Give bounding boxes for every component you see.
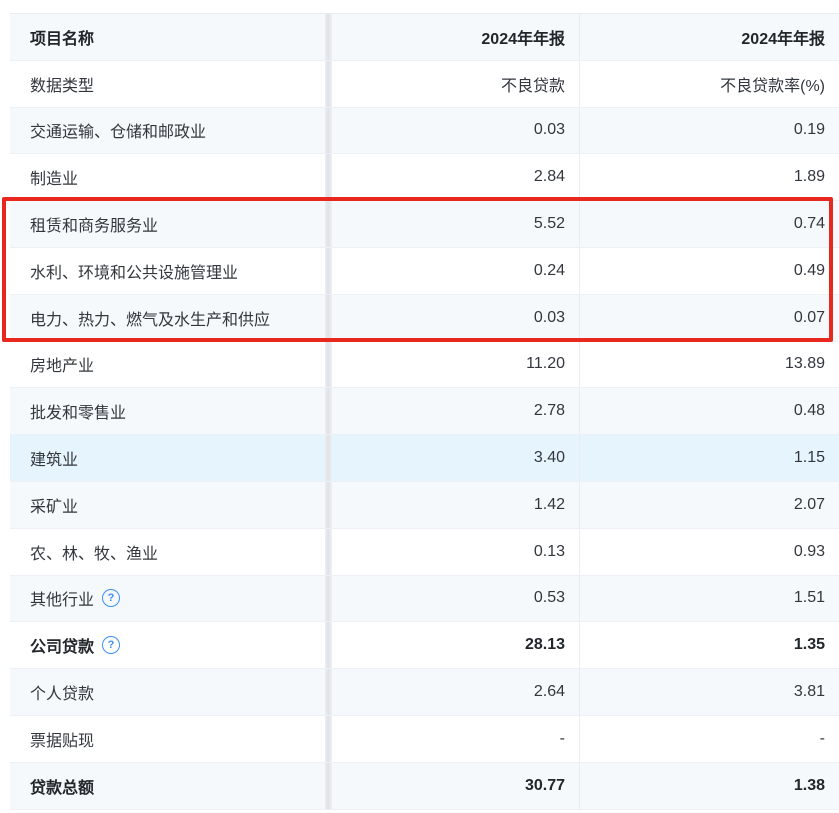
npl-value: -	[559, 729, 565, 747]
row-label: 制造业	[30, 171, 79, 189]
npl-value: 11.20	[526, 355, 565, 373]
column-divider	[325, 154, 332, 201]
financial-data-table: 项目名称 2024年年报 2024年年报 数据类型 不良贷款 不良贷款率(%) …	[10, 13, 839, 810]
column-divider	[325, 622, 332, 669]
table-header-row: 项目名称 2024年年报 2024年年报	[10, 14, 839, 61]
table-row[interactable]: 交通运输、仓储和邮政业 0.03 0.19	[10, 107, 839, 155]
row-label-with-help: 公司贷款 ?	[10, 633, 325, 657]
row-label-with-help: 其他行业 ?	[10, 586, 325, 610]
row-label: 电力、热力、燃气及水生产和供应	[30, 311, 271, 329]
table-row[interactable]: 票据贴现 - -	[10, 715, 839, 763]
npl-value: 30.77	[524, 776, 565, 794]
npl-ratio-value: 1.35	[579, 622, 839, 669]
npl-value: 0.24	[533, 261, 565, 279]
table-row[interactable]: 批发和零售业 2.78 0.48	[10, 388, 839, 436]
column-divider	[325, 481, 332, 528]
table-row[interactable]: 租赁和商务服务业 5.52 0.74	[10, 201, 839, 248]
table-row[interactable]: 制造业 2.84 1.89	[10, 154, 839, 202]
column-divider	[325, 341, 332, 388]
npl-value: 2.78	[533, 402, 565, 420]
column-divider	[325, 201, 332, 247]
npl-value: 0.13	[533, 542, 565, 560]
npl-value: 3.40	[533, 449, 565, 467]
npl-column-label: 不良贷款	[500, 77, 565, 95]
table-row[interactable]: 电力、热力、燃气及水生产和供应 0.03 0.07	[10, 294, 839, 342]
npl-ratio-value: 13.89	[579, 341, 839, 388]
table-row[interactable]: 个人贷款 2.64 3.81	[10, 669, 839, 716]
table-row-loan-total[interactable]: 贷款总额 30.77 1.38	[10, 762, 839, 810]
npl-ratio-value: 2.07	[579, 481, 839, 528]
npl-ratio-value: 0.93	[579, 528, 839, 575]
table-row[interactable]: 农、林、牧、渔业 0.13 0.93	[10, 528, 839, 576]
npl-value: 1.42	[533, 495, 565, 513]
row-label: 采矿业	[30, 498, 79, 516]
row-label: 建筑业	[30, 452, 79, 470]
row-label: 批发和零售业	[30, 405, 127, 423]
table-row[interactable]: 其他行业 ? 0.53 1.51	[10, 575, 839, 623]
column-header-project-name: 项目名称	[30, 30, 95, 48]
row-label: 租赁和商务服务业	[30, 218, 159, 236]
npl-ratio-column-label: 不良贷款率(%)	[579, 60, 839, 107]
column-divider	[325, 294, 332, 341]
table-row[interactable]: 采矿业 1.42 2.07	[10, 481, 839, 529]
npl-ratio-value: 1.51	[579, 575, 839, 622]
row-label: 贷款总额	[30, 779, 95, 797]
table-row-hovered[interactable]: 建筑业 3.40 1.15	[10, 435, 839, 482]
row-label: 房地产业	[30, 358, 95, 376]
help-icon[interactable]: ?	[102, 589, 121, 608]
npl-ratio-value: -	[579, 715, 839, 762]
column-divider	[325, 107, 332, 154]
npl-ratio-value: 1.38	[579, 762, 839, 809]
column-divider	[325, 528, 332, 575]
npl-value: 28.13	[524, 636, 565, 654]
column-divider	[325, 715, 332, 762]
column-divider	[325, 762, 332, 809]
table-subheader-row: 数据类型 不良贷款 不良贷款率(%)	[10, 60, 839, 108]
column-divider	[325, 575, 332, 622]
column-divider	[325, 14, 332, 60]
row-label: 个人贷款	[30, 686, 95, 704]
npl-value: 0.03	[533, 308, 565, 326]
npl-value: 0.53	[533, 589, 565, 607]
npl-value: 5.52	[533, 215, 565, 233]
column-divider	[325, 247, 332, 294]
npl-ratio-value: 0.49	[579, 247, 839, 294]
column-divider	[325, 435, 332, 481]
row-label: 交通运输、仓储和邮政业	[30, 124, 207, 142]
table-row[interactable]: 水利、环境和公共设施管理业 0.24 0.49	[10, 247, 839, 295]
npl-ratio-value: 1.89	[579, 154, 839, 201]
npl-ratio-value: 3.81	[579, 669, 839, 715]
row-label: 农、林、牧、渔业	[30, 545, 159, 563]
column-divider	[325, 60, 332, 107]
row-label: 票据贴现	[30, 732, 95, 750]
row-label: 水利、环境和公共设施管理业	[30, 264, 239, 282]
column-divider	[325, 669, 332, 715]
row-label: 公司贷款	[30, 639, 95, 657]
npl-ratio-value: 1.15	[579, 435, 839, 481]
data-type-label: 数据类型	[30, 77, 95, 95]
column-header-period-1: 2024年年报	[481, 30, 565, 48]
table-row-corporate-loans[interactable]: 公司贷款 ? 28.13 1.35	[10, 622, 839, 670]
npl-ratio-value: 0.19	[579, 107, 839, 154]
npl-ratio-value: 0.74	[579, 201, 839, 247]
npl-ratio-value: 0.07	[579, 294, 839, 341]
npl-ratio-value: 0.48	[579, 388, 839, 435]
help-icon[interactable]: ?	[102, 636, 121, 655]
npl-value: 2.64	[533, 683, 565, 701]
npl-value: 2.84	[533, 168, 565, 186]
column-header-period-2: 2024年年报	[579, 14, 839, 60]
npl-value: 0.03	[533, 121, 565, 139]
table-row[interactable]: 房地产业 11.20 13.89	[10, 341, 839, 389]
column-divider	[325, 388, 332, 435]
row-label: 其他行业	[30, 592, 95, 610]
